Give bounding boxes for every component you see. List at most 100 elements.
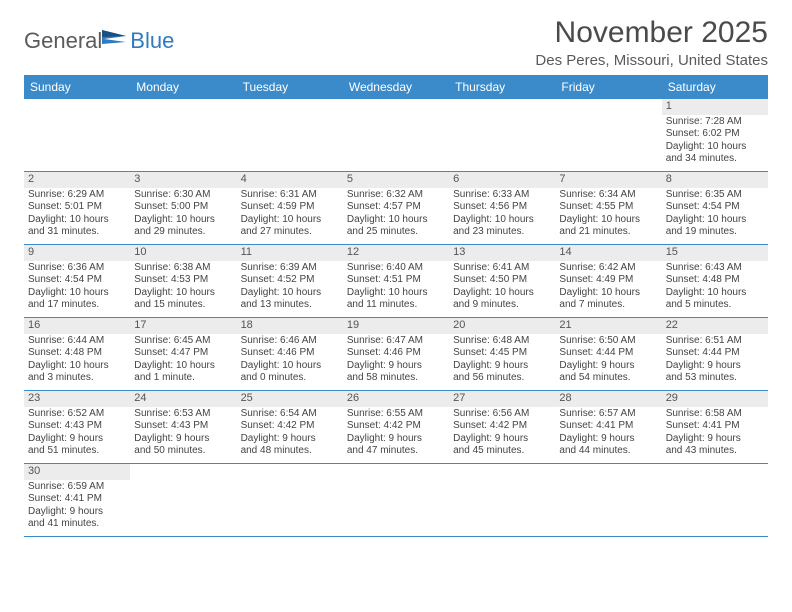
day-cell: 25Sunrise: 6:54 AMSunset: 4:42 PMDayligh… [237, 391, 343, 463]
day-number: 4 [237, 172, 343, 188]
day-sunrise: Sunrise: 6:33 AM [453, 189, 551, 202]
day-daylight1: Daylight: 9 hours [28, 506, 126, 519]
day-cell [130, 99, 236, 171]
day-daylight2: and 54 minutes. [559, 372, 657, 385]
day-sunrise: Sunrise: 6:42 AM [559, 262, 657, 275]
day-sunrise: Sunrise: 6:45 AM [134, 335, 232, 348]
day-cell: 18Sunrise: 6:46 AMSunset: 4:46 PMDayligh… [237, 318, 343, 390]
day-daylight1: Daylight: 10 hours [559, 287, 657, 300]
day-sunrise: Sunrise: 6:54 AM [241, 408, 339, 421]
day-sunset: Sunset: 4:52 PM [241, 274, 339, 287]
day-number: 25 [237, 391, 343, 407]
day-cell [555, 464, 661, 536]
calendar: Sunday Monday Tuesday Wednesday Thursday… [24, 75, 768, 537]
day-daylight1: Daylight: 10 hours [453, 287, 551, 300]
week-row: 30Sunrise: 6:59 AMSunset: 4:41 PMDayligh… [24, 464, 768, 537]
day-sunrise: Sunrise: 6:53 AM [134, 408, 232, 421]
day-header: Wednesday [343, 75, 449, 99]
day-daylight2: and 50 minutes. [134, 445, 232, 458]
day-cell: 13Sunrise: 6:41 AMSunset: 4:50 PMDayligh… [449, 245, 555, 317]
day-sunset: Sunset: 4:49 PM [559, 274, 657, 287]
day-number: 5 [343, 172, 449, 188]
day-daylight2: and 43 minutes. [666, 445, 764, 458]
day-daylight1: Daylight: 9 hours [241, 433, 339, 446]
day-cell [24, 99, 130, 171]
day-daylight1: Daylight: 9 hours [453, 360, 551, 373]
day-sunset: Sunset: 4:43 PM [134, 420, 232, 433]
day-cell [662, 464, 768, 536]
day-cell [343, 99, 449, 171]
flag-icon [102, 28, 128, 44]
day-daylight2: and 21 minutes. [559, 226, 657, 239]
day-daylight2: and 29 minutes. [134, 226, 232, 239]
day-sunrise: Sunrise: 6:58 AM [666, 408, 764, 421]
day-daylight1: Daylight: 10 hours [666, 214, 764, 227]
day-sunset: Sunset: 4:55 PM [559, 201, 657, 214]
day-sunset: Sunset: 5:01 PM [28, 201, 126, 214]
day-sunrise: Sunrise: 6:31 AM [241, 189, 339, 202]
day-cell: 20Sunrise: 6:48 AMSunset: 4:45 PMDayligh… [449, 318, 555, 390]
day-number: 11 [237, 245, 343, 261]
day-number: 27 [449, 391, 555, 407]
day-sunset: Sunset: 4:42 PM [241, 420, 339, 433]
day-number: 26 [343, 391, 449, 407]
day-cell: 6Sunrise: 6:33 AMSunset: 4:56 PMDaylight… [449, 172, 555, 244]
day-number: 19 [343, 318, 449, 334]
day-daylight1: Daylight: 10 hours [28, 360, 126, 373]
day-daylight1: Daylight: 9 hours [559, 360, 657, 373]
week-row: 9Sunrise: 6:36 AMSunset: 4:54 PMDaylight… [24, 245, 768, 318]
day-sunset: Sunset: 4:53 PM [134, 274, 232, 287]
day-cell: 4Sunrise: 6:31 AMSunset: 4:59 PMDaylight… [237, 172, 343, 244]
week-row: 1Sunrise: 7:28 AMSunset: 6:02 PMDaylight… [24, 99, 768, 172]
day-cell: 2Sunrise: 6:29 AMSunset: 5:01 PMDaylight… [24, 172, 130, 244]
day-sunset: Sunset: 4:44 PM [559, 347, 657, 360]
day-sunset: Sunset: 4:42 PM [453, 420, 551, 433]
day-daylight2: and 41 minutes. [28, 518, 126, 531]
day-sunrise: Sunrise: 6:39 AM [241, 262, 339, 275]
day-daylight1: Daylight: 9 hours [559, 433, 657, 446]
day-daylight2: and 58 minutes. [347, 372, 445, 385]
day-sunset: Sunset: 5:00 PM [134, 201, 232, 214]
day-number: 30 [24, 464, 130, 480]
day-header: Thursday [449, 75, 555, 99]
day-daylight2: and 53 minutes. [666, 372, 764, 385]
day-sunrise: Sunrise: 6:56 AM [453, 408, 551, 421]
day-cell: 27Sunrise: 6:56 AMSunset: 4:42 PMDayligh… [449, 391, 555, 463]
day-cell: 10Sunrise: 6:38 AMSunset: 4:53 PMDayligh… [130, 245, 236, 317]
day-sunset: Sunset: 4:41 PM [666, 420, 764, 433]
day-cell [555, 99, 661, 171]
day-number: 28 [555, 391, 661, 407]
title-block: November 2025 Des Peres, Missouri, Unite… [535, 16, 768, 69]
day-daylight2: and 13 minutes. [241, 299, 339, 312]
day-daylight2: and 11 minutes. [347, 299, 445, 312]
day-cell: 9Sunrise: 6:36 AMSunset: 4:54 PMDaylight… [24, 245, 130, 317]
day-cell [130, 464, 236, 536]
day-cell [237, 99, 343, 171]
day-cell: 23Sunrise: 6:52 AMSunset: 4:43 PMDayligh… [24, 391, 130, 463]
day-number: 1 [662, 99, 768, 115]
day-number: 29 [662, 391, 768, 407]
day-cell: 30Sunrise: 6:59 AMSunset: 4:41 PMDayligh… [24, 464, 130, 536]
day-daylight1: Daylight: 10 hours [134, 287, 232, 300]
day-daylight1: Daylight: 10 hours [666, 141, 764, 154]
day-sunset: Sunset: 4:41 PM [28, 493, 126, 506]
logo-text-blue: Blue [130, 28, 174, 54]
day-sunset: Sunset: 4:45 PM [453, 347, 551, 360]
day-daylight2: and 19 minutes. [666, 226, 764, 239]
day-sunrise: Sunrise: 6:52 AM [28, 408, 126, 421]
day-daylight2: and 0 minutes. [241, 372, 339, 385]
day-sunrise: Sunrise: 6:50 AM [559, 335, 657, 348]
day-sunrise: Sunrise: 6:29 AM [28, 189, 126, 202]
week-row: 23Sunrise: 6:52 AMSunset: 4:43 PMDayligh… [24, 391, 768, 464]
day-sunrise: Sunrise: 7:28 AM [666, 116, 764, 129]
day-daylight1: Daylight: 10 hours [666, 287, 764, 300]
day-header: Saturday [662, 75, 768, 99]
day-cell: 21Sunrise: 6:50 AMSunset: 4:44 PMDayligh… [555, 318, 661, 390]
day-sunset: Sunset: 4:56 PM [453, 201, 551, 214]
location: Des Peres, Missouri, United States [535, 52, 768, 69]
day-cell [449, 99, 555, 171]
day-daylight1: Daylight: 10 hours [241, 360, 339, 373]
day-daylight1: Daylight: 10 hours [347, 287, 445, 300]
day-daylight2: and 9 minutes. [453, 299, 551, 312]
day-daylight1: Daylight: 9 hours [666, 360, 764, 373]
